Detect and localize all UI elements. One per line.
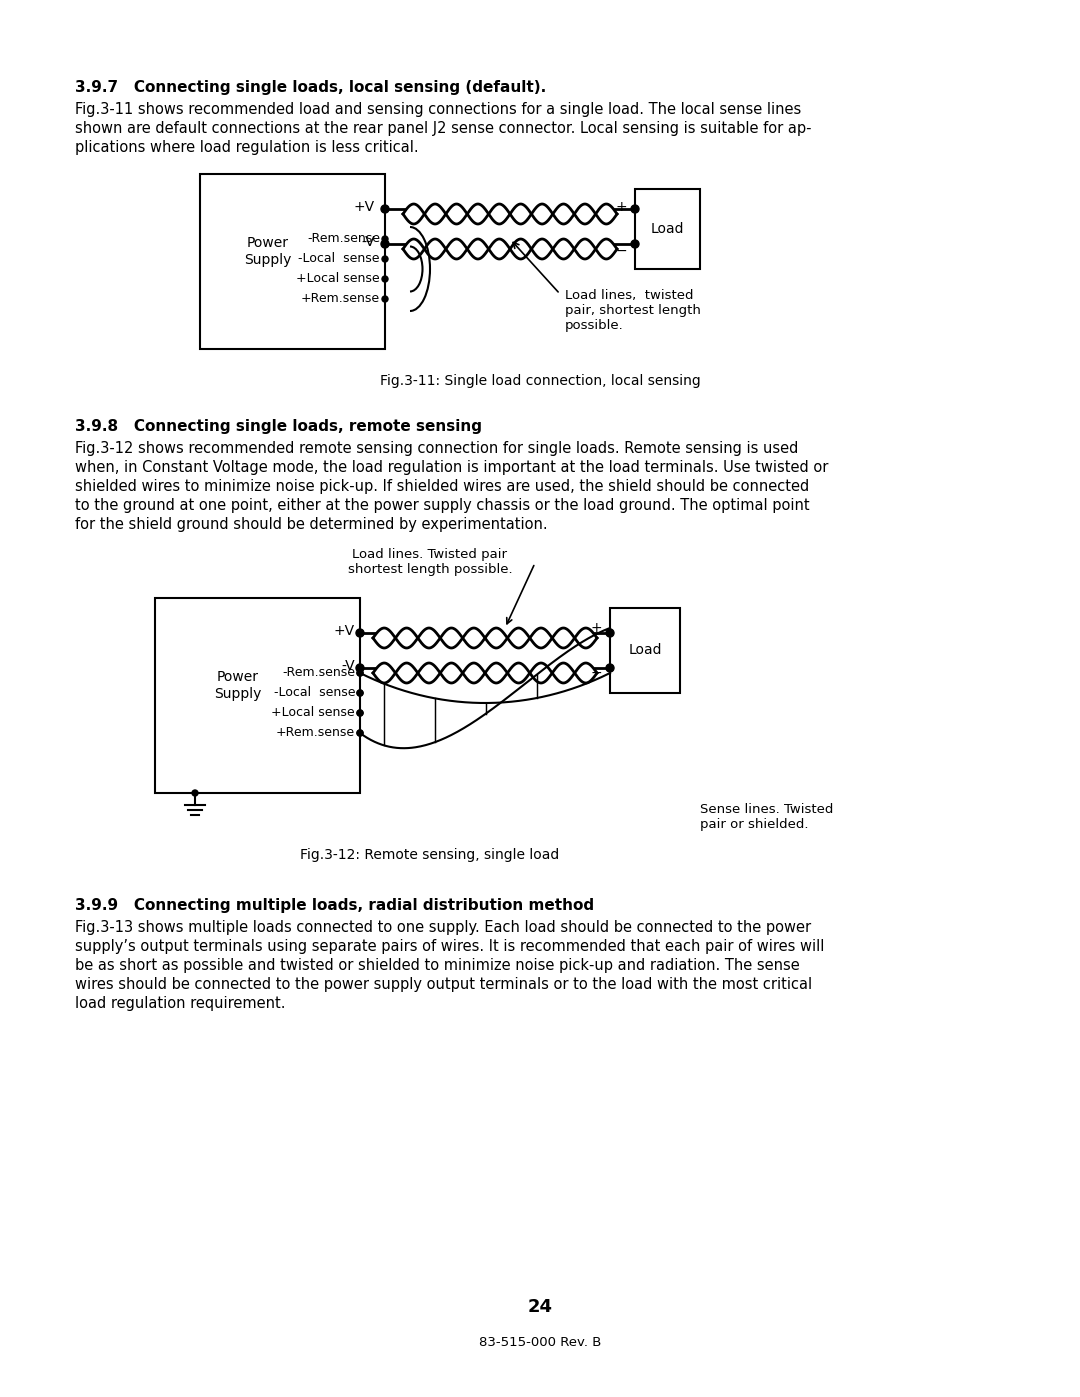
Text: -Rem.sense: -Rem.sense xyxy=(307,232,380,246)
Circle shape xyxy=(606,664,615,672)
Text: -Local  sense: -Local sense xyxy=(273,686,355,700)
Circle shape xyxy=(606,629,615,637)
Text: 3.9.8   Connecting single loads, remote sensing: 3.9.8 Connecting single loads, remote se… xyxy=(75,419,482,434)
Text: Fig.3-11: Single load connection, local sensing: Fig.3-11: Single load connection, local … xyxy=(380,374,700,388)
Text: Fig.3-13 shows multiple loads connected to one supply. Each load should be conne: Fig.3-13 shows multiple loads connected … xyxy=(75,921,811,935)
Bar xyxy=(156,598,360,793)
Text: Fig.3-12 shows recommended remote sensing connection for single loads. Remote se: Fig.3-12 shows recommended remote sensin… xyxy=(75,441,798,455)
Circle shape xyxy=(356,629,364,637)
Text: Load lines. Twisted pair
shortest length possible.: Load lines. Twisted pair shortest length… xyxy=(348,548,512,576)
Text: Sense lines. Twisted
pair or shielded.: Sense lines. Twisted pair or shielded. xyxy=(700,803,834,831)
Circle shape xyxy=(631,240,639,249)
Circle shape xyxy=(357,710,363,717)
Text: Power
Supply: Power Supply xyxy=(244,236,292,267)
Text: +Rem.sense: +Rem.sense xyxy=(275,726,355,739)
Circle shape xyxy=(357,731,363,736)
Text: shown are default connections at the rear panel J2 sense connector. Local sensin: shown are default connections at the rea… xyxy=(75,122,811,136)
Circle shape xyxy=(382,277,388,282)
Text: Load lines,  twisted
pair, shortest length
possible.: Load lines, twisted pair, shortest lengt… xyxy=(565,289,701,332)
Text: -Rem.sense: -Rem.sense xyxy=(282,666,355,679)
Circle shape xyxy=(381,240,389,249)
Text: wires should be connected to the power supply output terminals or to the load wi: wires should be connected to the power s… xyxy=(75,977,812,992)
Circle shape xyxy=(382,256,388,263)
Circle shape xyxy=(382,236,388,242)
Circle shape xyxy=(357,731,363,736)
Text: +: + xyxy=(591,622,602,636)
Text: -V: -V xyxy=(362,235,375,249)
Text: Fig.3-11 shows recommended load and sensing connections for a single load. The l: Fig.3-11 shows recommended load and sens… xyxy=(75,102,801,117)
Circle shape xyxy=(357,671,363,676)
Text: +: + xyxy=(616,200,627,214)
Bar xyxy=(610,608,680,693)
Text: +V: +V xyxy=(334,624,355,638)
Text: Load: Load xyxy=(629,644,662,658)
Text: Fig.3-12: Remote sensing, single load: Fig.3-12: Remote sensing, single load xyxy=(300,848,559,862)
Text: 3.9.7   Connecting single loads, local sensing (default).: 3.9.7 Connecting single loads, local sen… xyxy=(75,80,546,95)
Text: 83-515-000 Rev. B: 83-515-000 Rev. B xyxy=(478,1336,602,1348)
Text: −: − xyxy=(616,244,627,258)
Text: be as short as possible and twisted or shielded to minimize noise pick-up and ra: be as short as possible and twisted or s… xyxy=(75,958,800,972)
Text: -V: -V xyxy=(341,659,355,673)
Circle shape xyxy=(357,671,363,676)
Circle shape xyxy=(631,205,639,212)
Circle shape xyxy=(357,710,363,717)
Text: shielded wires to minimize noise pick-up. If shielded wires are used, the shield: shielded wires to minimize noise pick-up… xyxy=(75,479,809,495)
Text: Power
Supply: Power Supply xyxy=(214,671,261,701)
Bar xyxy=(635,189,700,270)
Text: to the ground at one point, either at the power supply chassis or the load groun: to the ground at one point, either at th… xyxy=(75,497,810,513)
Text: supply’s output terminals using separate pairs of wires. It is recommended that : supply’s output terminals using separate… xyxy=(75,939,824,954)
Text: plications where load regulation is less critical.: plications where load regulation is less… xyxy=(75,140,419,155)
Circle shape xyxy=(381,205,389,212)
Text: Load: Load xyxy=(651,222,685,236)
Text: 24: 24 xyxy=(527,1298,553,1316)
Text: +Rem.sense: +Rem.sense xyxy=(301,292,380,306)
Text: +Local sense: +Local sense xyxy=(296,272,380,285)
Circle shape xyxy=(357,690,363,696)
Circle shape xyxy=(192,789,198,796)
Text: -Local  sense: -Local sense xyxy=(298,253,380,265)
Circle shape xyxy=(356,664,364,672)
Bar xyxy=(200,175,384,349)
Text: when, in Constant Voltage mode, the load regulation is important at the load ter: when, in Constant Voltage mode, the load… xyxy=(75,460,828,475)
Text: load regulation requirement.: load regulation requirement. xyxy=(75,996,285,1011)
Circle shape xyxy=(382,296,388,302)
Text: +V: +V xyxy=(354,200,375,214)
Text: for the shield ground should be determined by experimentation.: for the shield ground should be determin… xyxy=(75,517,548,532)
Circle shape xyxy=(357,690,363,696)
Text: −: − xyxy=(591,666,602,680)
Text: +Local sense: +Local sense xyxy=(271,707,355,719)
Text: 3.9.9   Connecting multiple loads, radial distribution method: 3.9.9 Connecting multiple loads, radial … xyxy=(75,898,594,914)
